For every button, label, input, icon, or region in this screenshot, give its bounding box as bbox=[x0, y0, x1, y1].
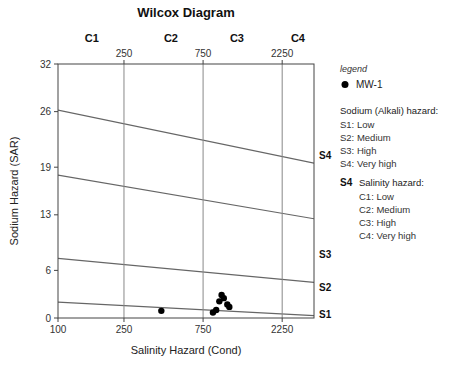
legend-note-item: C2: Medium bbox=[359, 204, 410, 215]
x2-tick-label: 750 bbox=[195, 48, 212, 59]
divider bbox=[282, 64, 283, 318]
legend-title: legend bbox=[340, 64, 368, 74]
boundary-line bbox=[58, 302, 314, 315]
y-tick-label: 13 bbox=[40, 209, 52, 220]
title: Wilcox Diagram bbox=[137, 5, 234, 20]
data-group bbox=[58, 64, 314, 318]
y-tick-label: 6 bbox=[45, 265, 51, 276]
boundary-line bbox=[58, 258, 314, 282]
x2-tick-label: 2250 bbox=[271, 48, 294, 59]
s-label: S3 bbox=[319, 249, 332, 260]
y-tick bbox=[54, 318, 58, 319]
data-point bbox=[158, 308, 164, 314]
legend-note-item: S2: Medium bbox=[340, 132, 391, 143]
boundary-line bbox=[58, 110, 314, 163]
x-tick bbox=[203, 318, 204, 322]
chart: 100 250 750 2250 250 750 2250 0 6 13 19 26 32 Salinit… bbox=[0, 0, 474, 376]
y-tick-label: 19 bbox=[40, 162, 52, 173]
x-axis-label: Salinity Hazard (Cond) bbox=[131, 344, 242, 356]
legend-note-item: S1: Low bbox=[340, 119, 374, 130]
x-tick-label: 750 bbox=[195, 324, 212, 335]
c-label: C2 bbox=[164, 32, 178, 44]
y-tick-label: 0 bbox=[45, 313, 51, 324]
x2-tick bbox=[203, 60, 204, 64]
x-tick-label: 250 bbox=[116, 324, 133, 335]
legend-note-title: Sodium (Alkali) hazard: bbox=[340, 105, 438, 116]
legend-note-title: Salinity hazard: bbox=[359, 177, 424, 188]
y-axis-label: Sodium Hazard (SAR) bbox=[8, 137, 20, 246]
x-tick bbox=[282, 318, 283, 322]
divider bbox=[123, 64, 124, 318]
legend-label: MW-1 bbox=[356, 79, 383, 90]
y-tick bbox=[54, 214, 58, 215]
y-tick-label: 32 bbox=[40, 59, 52, 70]
y-tick bbox=[54, 167, 58, 168]
legend-note-item: C4: Very high bbox=[359, 230, 416, 241]
x2-tick-label: 250 bbox=[116, 48, 133, 59]
c-label: C1 bbox=[85, 32, 99, 44]
x-tick-label: 2250 bbox=[271, 324, 294, 335]
boundary-line bbox=[58, 175, 314, 219]
s-label: S2 bbox=[319, 282, 332, 293]
data-point bbox=[221, 295, 227, 301]
legend-note-item: C3: High bbox=[359, 217, 396, 228]
legend-note-item: S4: Very high bbox=[340, 158, 397, 169]
x-tick-label: 100 bbox=[50, 324, 67, 335]
y-tick bbox=[54, 64, 58, 65]
y-tick bbox=[54, 111, 58, 112]
s-label: S4 bbox=[319, 150, 332, 161]
legend-marker bbox=[342, 81, 349, 88]
c-label: C4 bbox=[291, 32, 306, 44]
y-tick bbox=[54, 270, 58, 271]
s-label: S1 bbox=[319, 309, 332, 320]
legend-note-item: S3: High bbox=[340, 145, 376, 156]
y-tick-label: 26 bbox=[40, 106, 52, 117]
c-label: C3 bbox=[230, 32, 244, 44]
plot-area bbox=[58, 64, 314, 318]
divider bbox=[203, 64, 204, 318]
x2-tick bbox=[282, 60, 283, 64]
legend-note-item: C1: Low bbox=[359, 191, 394, 202]
x-tick bbox=[123, 318, 124, 322]
data-point bbox=[213, 307, 219, 313]
x2-tick bbox=[123, 60, 124, 64]
frame bbox=[58, 64, 314, 318]
data-point bbox=[226, 304, 232, 310]
x-tick bbox=[58, 318, 59, 322]
legend-tag: S4 bbox=[340, 177, 353, 188]
